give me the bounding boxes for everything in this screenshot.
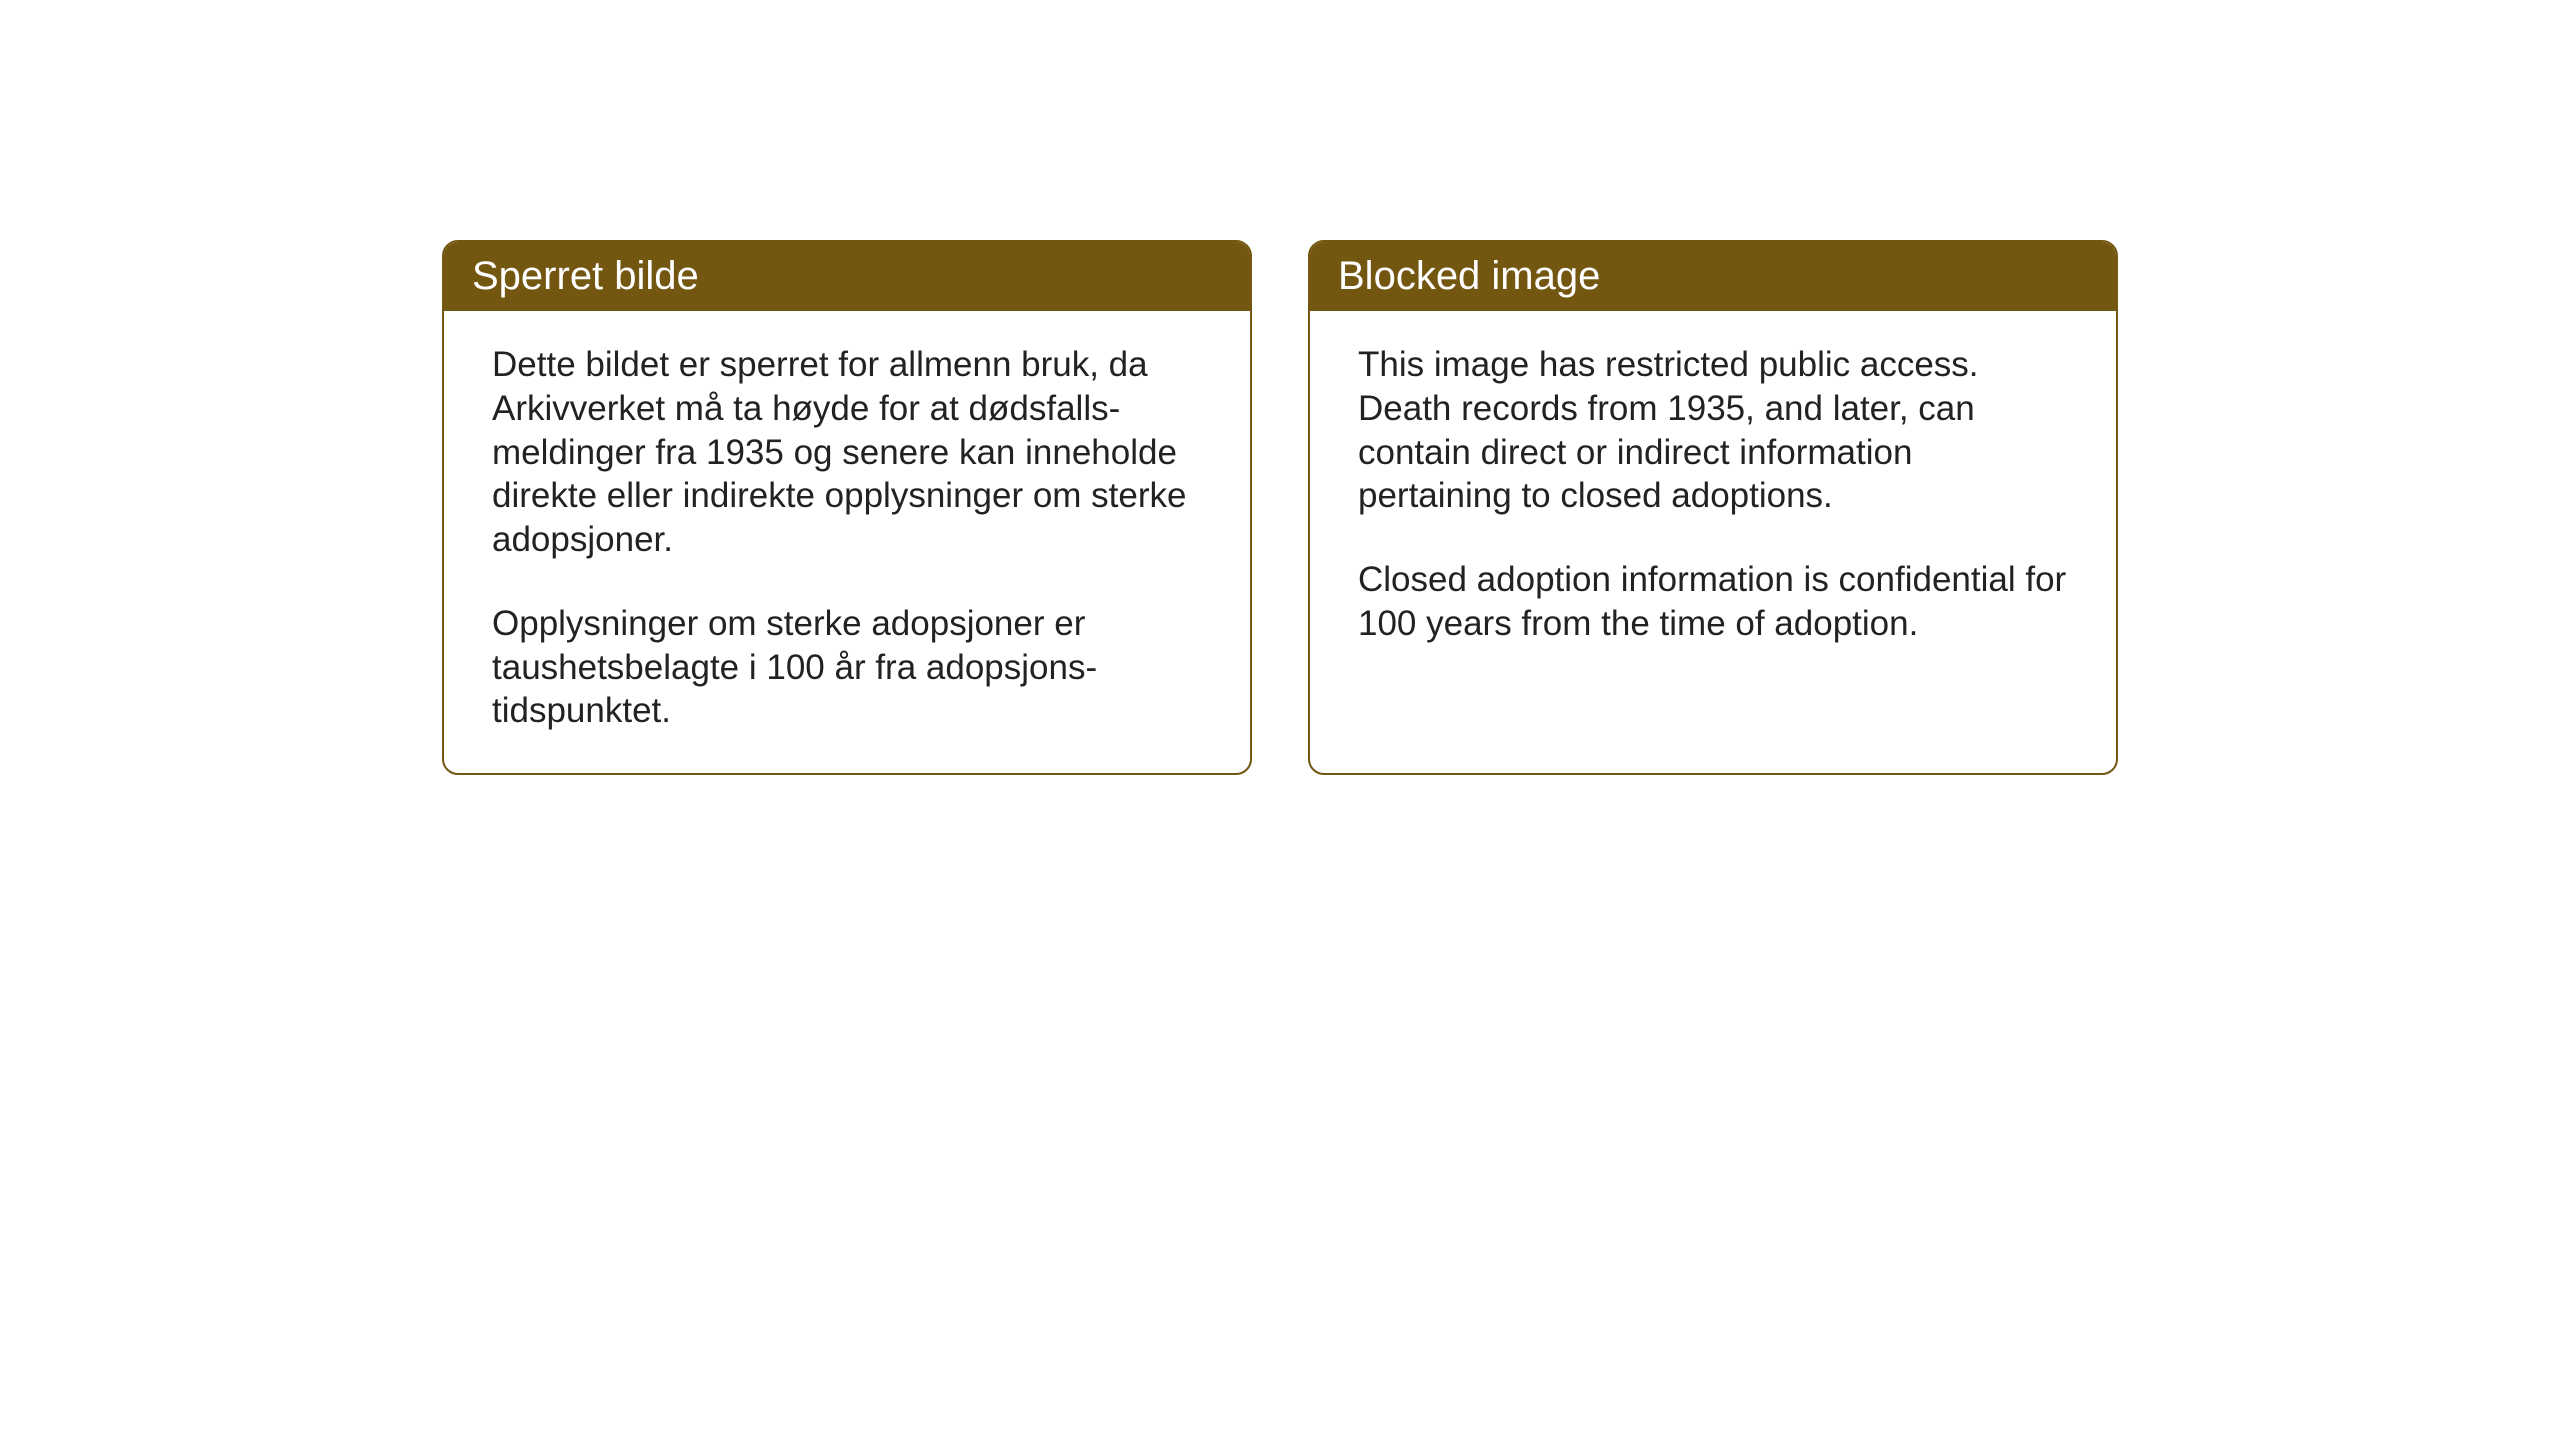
english-card-title: Blocked image [1310,242,2116,311]
english-card-body: This image has restricted public access.… [1310,311,2116,731]
english-paragraph-1: This image has restricted public access.… [1358,343,2068,518]
norwegian-card-title: Sperret bilde [444,242,1250,311]
norwegian-paragraph-2: Opplysninger om sterke adopsjoner er tau… [492,602,1202,733]
english-notice-card: Blocked image This image has restricted … [1308,240,2118,775]
norwegian-notice-card: Sperret bilde Dette bildet er sperret fo… [442,240,1252,775]
notice-cards-container: Sperret bilde Dette bildet er sperret fo… [442,240,2118,775]
norwegian-card-body: Dette bildet er sperret for allmenn bruk… [444,311,1250,773]
english-paragraph-2: Closed adoption information is confident… [1358,558,2068,646]
norwegian-paragraph-1: Dette bildet er sperret for allmenn bruk… [492,343,1202,562]
